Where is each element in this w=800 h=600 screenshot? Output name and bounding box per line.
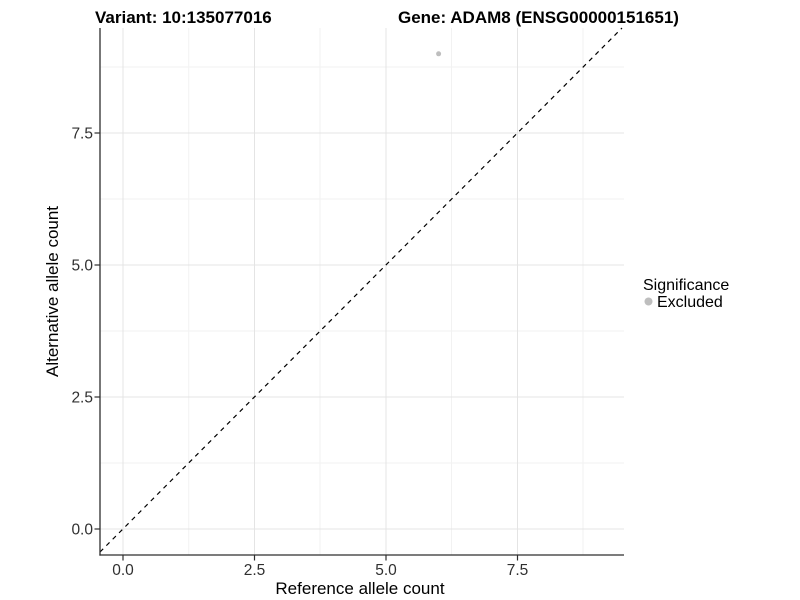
data-point-excluded bbox=[436, 51, 442, 57]
x-tick-label-3: 7.5 bbox=[507, 562, 529, 579]
legend-title: Significance bbox=[643, 277, 729, 294]
plot-title-gene: Gene: ADAM8 (ENSG00000151651) bbox=[398, 8, 679, 27]
y-tick-marks bbox=[94, 132, 100, 530]
legend-key-excluded-icon bbox=[644, 297, 653, 306]
legend-label-excluded: Excluded bbox=[657, 294, 723, 311]
y-tick-label-3: 7.5 bbox=[71, 126, 93, 143]
legend: Significance Excluded bbox=[643, 277, 729, 311]
x-tick-label-2: 5.0 bbox=[375, 562, 397, 579]
identity-dashed-line bbox=[99, 27, 623, 553]
x-axis-title: Reference allele count bbox=[275, 579, 444, 598]
x-tick-marks bbox=[122, 555, 519, 561]
grid-minor bbox=[100, 28, 624, 555]
x-tick-label-0: 0.0 bbox=[112, 562, 134, 579]
grid-major bbox=[100, 28, 624, 555]
y-tick-label-1: 2.5 bbox=[71, 390, 93, 407]
y-axis-title: Alternative allele count bbox=[43, 206, 62, 377]
y-tick-label-2: 5.0 bbox=[71, 258, 93, 275]
x-tick-label-1: 2.5 bbox=[244, 562, 266, 579]
plot-title-variant: Variant: 10:135077016 bbox=[95, 8, 272, 27]
y-tick-label-0: 0.0 bbox=[71, 522, 93, 539]
